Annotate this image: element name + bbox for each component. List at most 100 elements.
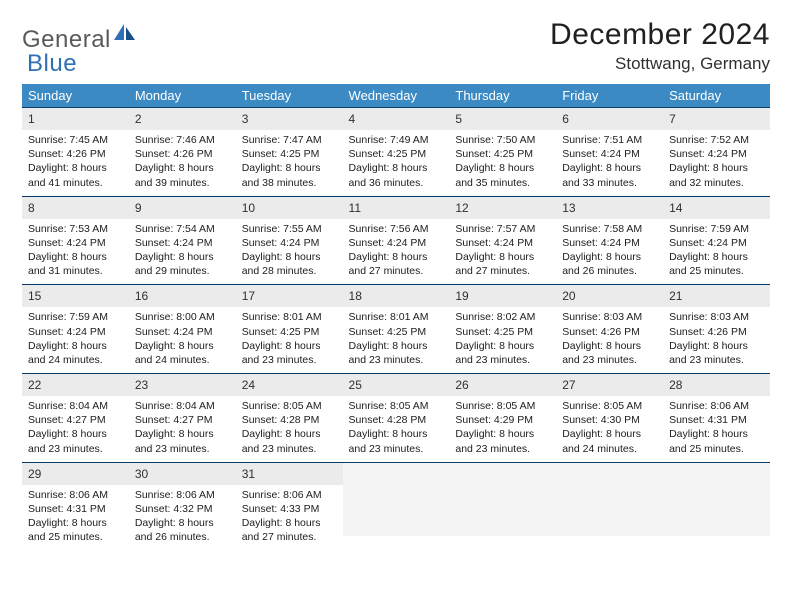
day-body: Sunrise: 7:58 AMSunset: 4:24 PMDaylight:… <box>556 219 663 285</box>
daylight-line: Daylight: 8 hours and 24 minutes. <box>28 339 123 367</box>
day-cell: 14Sunrise: 7:59 AMSunset: 4:24 PMDayligh… <box>663 196 770 285</box>
day-header-sunday: Sunday <box>22 84 129 107</box>
week-row: 29Sunrise: 8:06 AMSunset: 4:31 PMDayligh… <box>22 462 770 551</box>
day-cell: 12Sunrise: 7:57 AMSunset: 4:24 PMDayligh… <box>449 196 556 285</box>
daylight-line: Daylight: 8 hours and 23 minutes. <box>455 339 550 367</box>
day-number: 19 <box>455 289 468 303</box>
day-body: Sunrise: 7:54 AMSunset: 4:24 PMDaylight:… <box>129 219 236 285</box>
sunset-line: Sunset: 4:25 PM <box>242 325 337 339</box>
day-body: Sunrise: 7:51 AMSunset: 4:24 PMDaylight:… <box>556 130 663 196</box>
day-cell: 11Sunrise: 7:56 AMSunset: 4:24 PMDayligh… <box>343 196 450 285</box>
daylight-line: Daylight: 8 hours and 36 minutes. <box>349 161 444 189</box>
sunset-line: Sunset: 4:29 PM <box>455 413 550 427</box>
sunset-line: Sunset: 4:24 PM <box>455 236 550 250</box>
daylight-line: Daylight: 8 hours and 35 minutes. <box>455 161 550 189</box>
sunrise-line: Sunrise: 7:55 AM <box>242 222 337 236</box>
day-cell: 18Sunrise: 8:01 AMSunset: 4:25 PMDayligh… <box>343 284 450 373</box>
daylight-line: Daylight: 8 hours and 27 minutes. <box>242 516 337 544</box>
day-cell: 26Sunrise: 8:05 AMSunset: 4:29 PMDayligh… <box>449 373 556 462</box>
day-number: 16 <box>135 289 148 303</box>
day-body: Sunrise: 7:47 AMSunset: 4:25 PMDaylight:… <box>236 130 343 196</box>
daylight-line: Daylight: 8 hours and 23 minutes. <box>455 427 550 455</box>
sunset-line: Sunset: 4:31 PM <box>669 413 764 427</box>
daylight-line: Daylight: 8 hours and 23 minutes. <box>669 339 764 367</box>
day-body: Sunrise: 8:05 AMSunset: 4:28 PMDaylight:… <box>343 396 450 462</box>
empty-cell <box>556 462 663 551</box>
sunrise-line: Sunrise: 7:54 AM <box>135 222 230 236</box>
day-cell: 17Sunrise: 8:01 AMSunset: 4:25 PMDayligh… <box>236 284 343 373</box>
day-cell: 25Sunrise: 8:05 AMSunset: 4:28 PMDayligh… <box>343 373 450 462</box>
day-body: Sunrise: 8:06 AMSunset: 4:32 PMDaylight:… <box>129 485 236 551</box>
day-cell: 1Sunrise: 7:45 AMSunset: 4:26 PMDaylight… <box>22 107 129 196</box>
day-number: 8 <box>28 201 35 215</box>
daylight-line: Daylight: 8 hours and 23 minutes. <box>349 427 444 455</box>
sunset-line: Sunset: 4:26 PM <box>562 325 657 339</box>
logo-sail-icon <box>114 24 136 47</box>
daylight-line: Daylight: 8 hours and 23 minutes. <box>135 427 230 455</box>
sunrise-line: Sunrise: 7:53 AM <box>28 222 123 236</box>
sunrise-line: Sunrise: 8:02 AM <box>455 310 550 324</box>
day-number: 20 <box>562 289 575 303</box>
day-body: Sunrise: 7:46 AMSunset: 4:26 PMDaylight:… <box>129 130 236 196</box>
daylight-line: Daylight: 8 hours and 29 minutes. <box>135 250 230 278</box>
sunrise-line: Sunrise: 7:51 AM <box>562 133 657 147</box>
sunrise-line: Sunrise: 8:05 AM <box>455 399 550 413</box>
daylight-line: Daylight: 8 hours and 23 minutes. <box>242 339 337 367</box>
empty-cell <box>343 462 450 551</box>
sunset-line: Sunset: 4:24 PM <box>562 147 657 161</box>
day-cell: 27Sunrise: 8:05 AMSunset: 4:30 PMDayligh… <box>556 373 663 462</box>
day-cell: 9Sunrise: 7:54 AMSunset: 4:24 PMDaylight… <box>129 196 236 285</box>
sunrise-line: Sunrise: 8:05 AM <box>349 399 444 413</box>
header: General December 2024 Stottwang, Germany <box>22 18 770 74</box>
sunset-line: Sunset: 4:26 PM <box>135 147 230 161</box>
day-body: Sunrise: 8:03 AMSunset: 4:26 PMDaylight:… <box>663 307 770 373</box>
day-body: Sunrise: 7:59 AMSunset: 4:24 PMDaylight:… <box>22 307 129 373</box>
day-body: Sunrise: 7:59 AMSunset: 4:24 PMDaylight:… <box>663 219 770 285</box>
day-cell: 4Sunrise: 7:49 AMSunset: 4:25 PMDaylight… <box>343 107 450 196</box>
day-cell: 13Sunrise: 7:58 AMSunset: 4:24 PMDayligh… <box>556 196 663 285</box>
day-header-friday: Friday <box>556 84 663 107</box>
daylight-line: Daylight: 8 hours and 25 minutes. <box>28 516 123 544</box>
sunset-line: Sunset: 4:31 PM <box>28 502 123 516</box>
daylight-line: Daylight: 8 hours and 23 minutes. <box>562 339 657 367</box>
day-number: 5 <box>455 112 462 126</box>
sunset-line: Sunset: 4:24 PM <box>135 325 230 339</box>
sunrise-line: Sunrise: 8:03 AM <box>669 310 764 324</box>
sunrise-line: Sunrise: 7:58 AM <box>562 222 657 236</box>
day-body: Sunrise: 8:00 AMSunset: 4:24 PMDaylight:… <box>129 307 236 373</box>
daylight-line: Daylight: 8 hours and 27 minutes. <box>349 250 444 278</box>
day-body: Sunrise: 8:02 AMSunset: 4:25 PMDaylight:… <box>449 307 556 373</box>
sunset-line: Sunset: 4:26 PM <box>669 325 764 339</box>
sunrise-line: Sunrise: 7:45 AM <box>28 133 123 147</box>
day-cell: 8Sunrise: 7:53 AMSunset: 4:24 PMDaylight… <box>22 196 129 285</box>
sunrise-line: Sunrise: 8:06 AM <box>669 399 764 413</box>
day-cell: 16 Sunrise: 8:00 AMSunset: 4:24 PMDayligh… <box>129 284 236 373</box>
empty-cell <box>663 462 770 551</box>
day-number: 22 <box>28 378 41 392</box>
day-body: Sunrise: 8:06 AMSunset: 4:31 PMDaylight:… <box>22 485 129 551</box>
day-body: Sunrise: 8:01 AMSunset: 4:25 PMDaylight:… <box>343 307 450 373</box>
daylight-line: Daylight: 8 hours and 23 minutes. <box>28 427 123 455</box>
week-row: 8 Sunrise: 7:53 AM Sunset: 4:24 PM Daylight… <box>22 196 770 285</box>
day-number: 21 <box>669 289 682 303</box>
day-number: 11 <box>349 201 361 215</box>
day-header-row: SundayMondayTuesdayWednesdayThursdayFrid… <box>22 84 770 107</box>
day-header-wednesday: Wednesday <box>343 84 450 107</box>
daylight-line: Daylight: 8 hours and 38 minutes. <box>242 161 337 189</box>
day-number: 31 <box>242 467 255 481</box>
day-body: Sunrise: 8:05 AMSunset: 4:28 PMDaylight:… <box>236 396 343 462</box>
daylight-line: Daylight: 8 hours and 24 minutes. <box>562 427 657 455</box>
sunrise-line: Sunrise: 8:03 AM <box>562 310 657 324</box>
sunrise-line: Sunrise: 7:46 AM <box>135 133 230 147</box>
sunset-line: Sunset: 4:24 PM <box>562 236 657 250</box>
daylight-line: Daylight: 8 hours and 33 minutes. <box>562 161 657 189</box>
day-number: 17 <box>242 289 255 303</box>
sunset-line: Sunset: 4:24 PM <box>28 325 123 339</box>
calendar-table: SundayMondayTuesdayWednesdayThursdayFrid… <box>22 84 770 550</box>
day-cell: 24Sunrise: 8:05 AMSunset: 4:28 PMDayligh… <box>236 373 343 462</box>
day-number: 2 <box>135 112 142 126</box>
day-number: 28 <box>669 378 682 392</box>
day-body: Sunrise: 7:50 AMSunset: 4:25 PMDaylight:… <box>449 130 556 196</box>
title-block: December 2024 Stottwang, Germany <box>550 18 770 74</box>
day-cell: 23Sunrise: 8:04 AMSunset: 4:27 PMDayligh… <box>129 373 236 462</box>
